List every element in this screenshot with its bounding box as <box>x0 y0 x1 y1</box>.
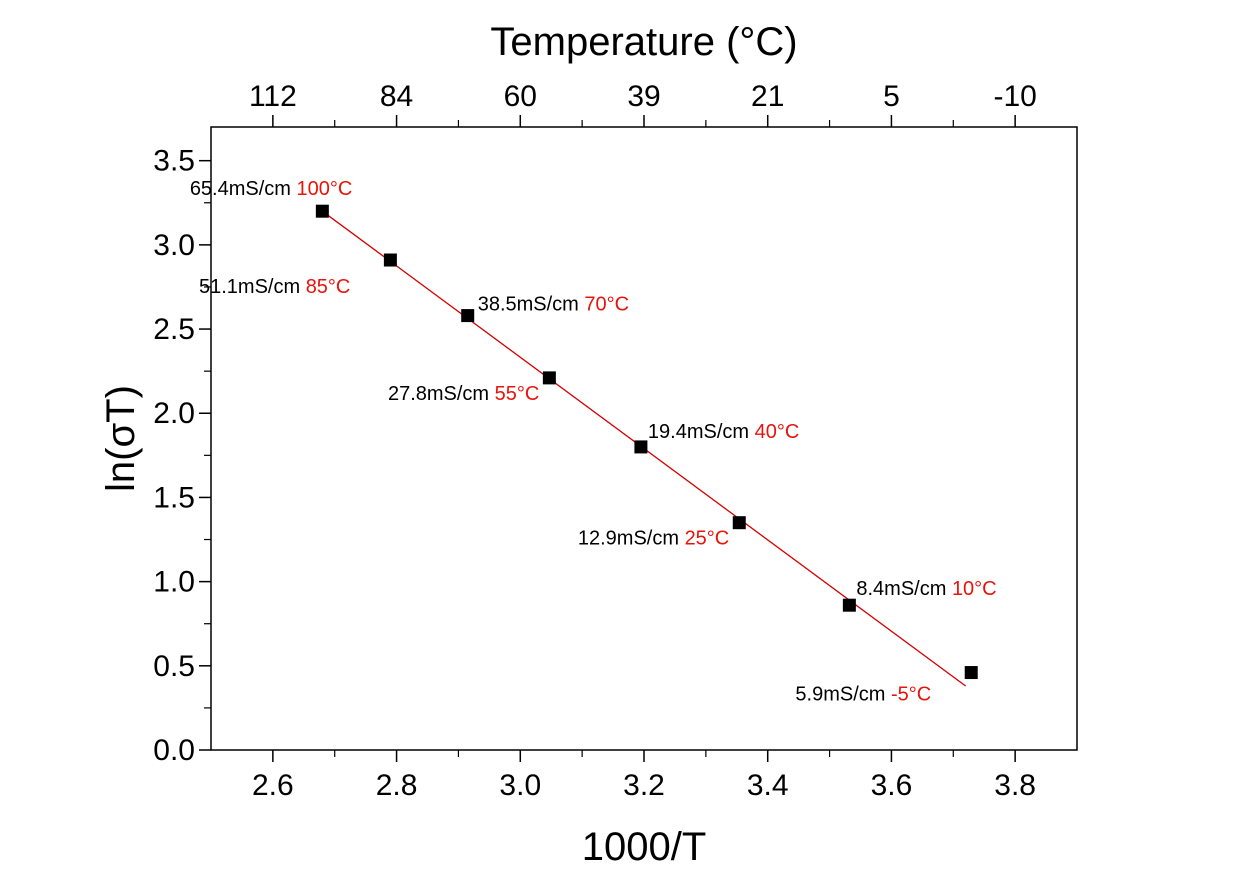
x-tick-label: 3.0 <box>499 769 541 802</box>
temperature-label: -5°C <box>891 684 931 706</box>
conductivity-label: 38.5mS/cm <box>478 294 585 316</box>
x-tick-label: 3.8 <box>994 769 1036 802</box>
top-axis-title: Temperature (°C) <box>490 20 797 64</box>
y-tick-label: 1.5 <box>153 481 195 514</box>
data-point <box>461 309 475 323</box>
y-tick-label: 1.0 <box>153 566 195 599</box>
top-tick-label: 112 <box>249 80 297 113</box>
x-axis-title: 1000/T <box>582 825 707 869</box>
conductivity-label: 27.8mS/cm <box>388 383 495 405</box>
temperature-label: 25°C <box>685 528 730 550</box>
point-label: 19.4mS/cm 40°C <box>648 421 799 443</box>
point-label: 27.8mS/cm 55°C <box>388 383 539 405</box>
top-tick-label: -10 <box>993 80 1036 113</box>
conductivity-label: 51.1mS/cm <box>199 276 306 298</box>
point-label: 65.4mS/cm 100°C <box>190 178 353 200</box>
point-label: 38.5mS/cm 70°C <box>478 294 629 316</box>
point-label: 51.1mS/cm 85°C <box>199 276 350 298</box>
data-point <box>732 516 746 530</box>
temperature-label: 40°C <box>755 421 800 443</box>
x-tick-label: 2.8 <box>376 769 418 802</box>
conductivity-label: 19.4mS/cm <box>648 421 755 443</box>
y-tick-label: 0.5 <box>153 650 195 683</box>
top-tick-label: 84 <box>380 80 413 113</box>
data-point <box>634 440 648 454</box>
y-tick-label: 2.0 <box>153 397 195 430</box>
top-tick-label: 5 <box>883 80 900 113</box>
top-tick-label: 39 <box>627 80 660 113</box>
conductivity-label: 12.9mS/cm <box>578 528 685 550</box>
ticks-layer: 2.6 2.8 3.0 3.2 3.4 3.6 3.8 0.0 0.5 1.0 1.5 2.0 2.5 3… <box>153 80 1037 802</box>
temperature-label: 10°C <box>952 578 997 600</box>
x-tick-label: 3.6 <box>871 769 913 802</box>
data-point <box>383 253 397 267</box>
data-point <box>315 204 329 218</box>
point-label: 5.9mS/cm -5°C <box>795 684 931 706</box>
data-point <box>542 371 556 385</box>
temperature-label: 55°C <box>495 383 540 405</box>
point-label: 12.9mS/cm 25°C <box>578 528 729 550</box>
data-points-layer <box>315 204 978 680</box>
conductivity-label: 5.9mS/cm <box>795 684 891 706</box>
y-axis-title: ln(σT) <box>99 385 143 492</box>
top-tick-label: 21 <box>751 80 784 113</box>
temperature-label: 85°C <box>306 276 351 298</box>
temperature-label: 70°C <box>584 294 629 316</box>
conductivity-label: 8.4mS/cm <box>856 578 952 600</box>
point-label: 8.4mS/cm 10°C <box>856 578 996 600</box>
conductivity-label: 65.4mS/cm <box>190 178 297 200</box>
x-tick-label: 2.6 <box>252 769 294 802</box>
x-tick-label: 3.4 <box>747 769 789 802</box>
top-tick-label: 60 <box>504 80 537 113</box>
y-tick-label: 3.5 <box>153 145 195 178</box>
plot-frame <box>210 126 1078 751</box>
data-point <box>964 666 978 680</box>
y-tick-label: 2.5 <box>153 313 195 346</box>
data-point <box>842 598 856 612</box>
point-labels-layer: 65.4mS/cm 100°C 51.1mS/cm 85°C 38.5mS/cm 7… <box>190 178 997 705</box>
y-tick-label: 0.0 <box>153 734 195 767</box>
x-tick-label: 3.2 <box>623 769 665 802</box>
temperature-label: 100°C <box>297 178 353 200</box>
y-tick-label: 3.0 <box>153 229 195 262</box>
